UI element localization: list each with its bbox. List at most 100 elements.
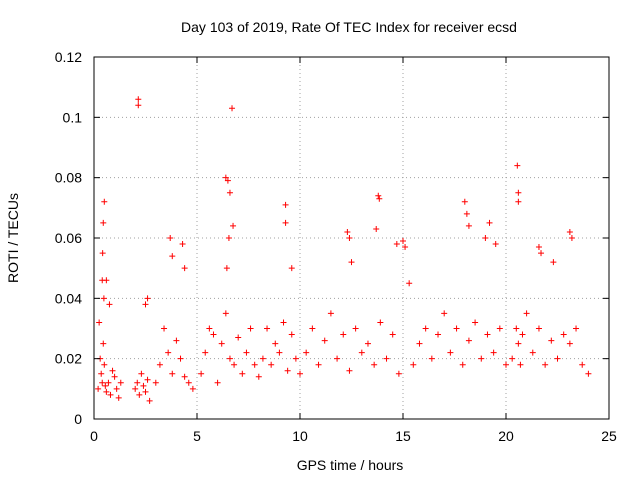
- data-point: [461, 198, 468, 205]
- data-point: [373, 225, 380, 232]
- data-point: [416, 340, 423, 347]
- data-point: [402, 244, 409, 251]
- y-tick-label: 0.12: [55, 49, 82, 65]
- data-point: [99, 250, 106, 257]
- data-point: [346, 367, 353, 374]
- data-point: [371, 361, 378, 368]
- y-axis-title: ROTI / TECUs: [5, 193, 21, 283]
- data-point: [132, 385, 139, 392]
- data-point: [375, 192, 382, 199]
- data-point: [478, 355, 485, 362]
- y-tick-label: 0.04: [55, 290, 82, 306]
- y-tick-label: 0.06: [55, 230, 82, 246]
- data-point: [566, 340, 573, 347]
- data-point: [566, 228, 573, 235]
- data-point: [144, 295, 151, 302]
- data-point: [173, 337, 180, 344]
- data-point: [100, 219, 107, 226]
- data-point: [297, 370, 303, 377]
- data-point: [185, 379, 192, 386]
- data-point: [550, 259, 557, 266]
- data-point: [519, 331, 526, 338]
- data-point: [560, 331, 567, 338]
- data-point: [463, 210, 470, 217]
- data-point: [146, 397, 153, 404]
- x-tick-label: 15: [395, 428, 411, 444]
- data-point: [181, 265, 188, 272]
- data-point: [395, 370, 402, 377]
- data-point: [393, 241, 400, 248]
- data-point: [280, 319, 287, 326]
- data-point: [406, 280, 413, 287]
- data-point: [453, 325, 460, 332]
- data-point: [585, 370, 592, 377]
- data-point: [529, 349, 536, 356]
- y-tick-labels: 0 0.02 0.04 0.06 0.08 0.1 0.12: [55, 49, 82, 427]
- data-point: [514, 162, 521, 169]
- data-point: [346, 235, 353, 241]
- data-point: [225, 235, 232, 241]
- y-tick-label: 0.1: [63, 109, 83, 125]
- data-point: [239, 370, 246, 377]
- data-point: [517, 361, 524, 368]
- data-point: [226, 189, 233, 196]
- data-point: [102, 382, 109, 389]
- data-point: [340, 331, 347, 338]
- data-point: [492, 241, 499, 248]
- y-tick-label: 0.02: [55, 351, 82, 367]
- data-point: [515, 340, 522, 347]
- data-point: [548, 337, 555, 344]
- data-point: [554, 355, 561, 362]
- data-point: [202, 349, 209, 356]
- data-point: [272, 340, 279, 347]
- axis-ticks: [93, 56, 610, 420]
- data-point: [231, 361, 238, 368]
- data-point: [169, 370, 176, 377]
- x-tick-label: 10: [292, 428, 308, 444]
- data-point: [247, 325, 254, 332]
- data-point: [315, 361, 322, 368]
- data-point: [377, 319, 384, 326]
- data-point: [100, 340, 107, 347]
- data-point: [523, 310, 530, 317]
- data-point: [288, 331, 295, 338]
- data-point: [400, 238, 406, 245]
- data-point: [96, 319, 103, 326]
- data-point: [303, 349, 310, 356]
- data-point: [268, 361, 275, 368]
- data-point: [264, 325, 271, 332]
- data-point: [218, 340, 225, 347]
- data-point: [156, 361, 163, 368]
- data-point: [226, 355, 233, 362]
- data-point: [113, 385, 120, 392]
- data-point: [515, 189, 522, 196]
- data-point: [229, 105, 236, 112]
- data-point: [472, 319, 479, 326]
- data-point: [140, 382, 147, 389]
- data-point: [441, 310, 448, 317]
- data-point: [542, 361, 549, 368]
- data-point: [235, 334, 242, 341]
- data-point: [206, 325, 213, 332]
- data-point: [503, 361, 509, 368]
- x-tick-label: 0: [90, 428, 98, 444]
- data-point: [284, 367, 291, 374]
- data-point: [486, 219, 493, 226]
- data-point: [465, 337, 472, 344]
- data-point: [103, 388, 110, 395]
- data-point: [106, 301, 113, 308]
- data-point: [490, 349, 497, 356]
- data-point: [292, 355, 299, 362]
- data-point: [134, 379, 141, 386]
- data-point: [117, 379, 124, 386]
- y-tick-label: 0.08: [55, 170, 82, 186]
- data-point: [198, 370, 205, 377]
- x-tick-labels: 0 5 10 15 20 25: [90, 428, 617, 444]
- data-point: [288, 265, 295, 272]
- data-point: [111, 373, 118, 380]
- data-point: [179, 241, 186, 248]
- data-point: [103, 277, 110, 284]
- data-point: [101, 198, 108, 205]
- data-point: [251, 361, 258, 368]
